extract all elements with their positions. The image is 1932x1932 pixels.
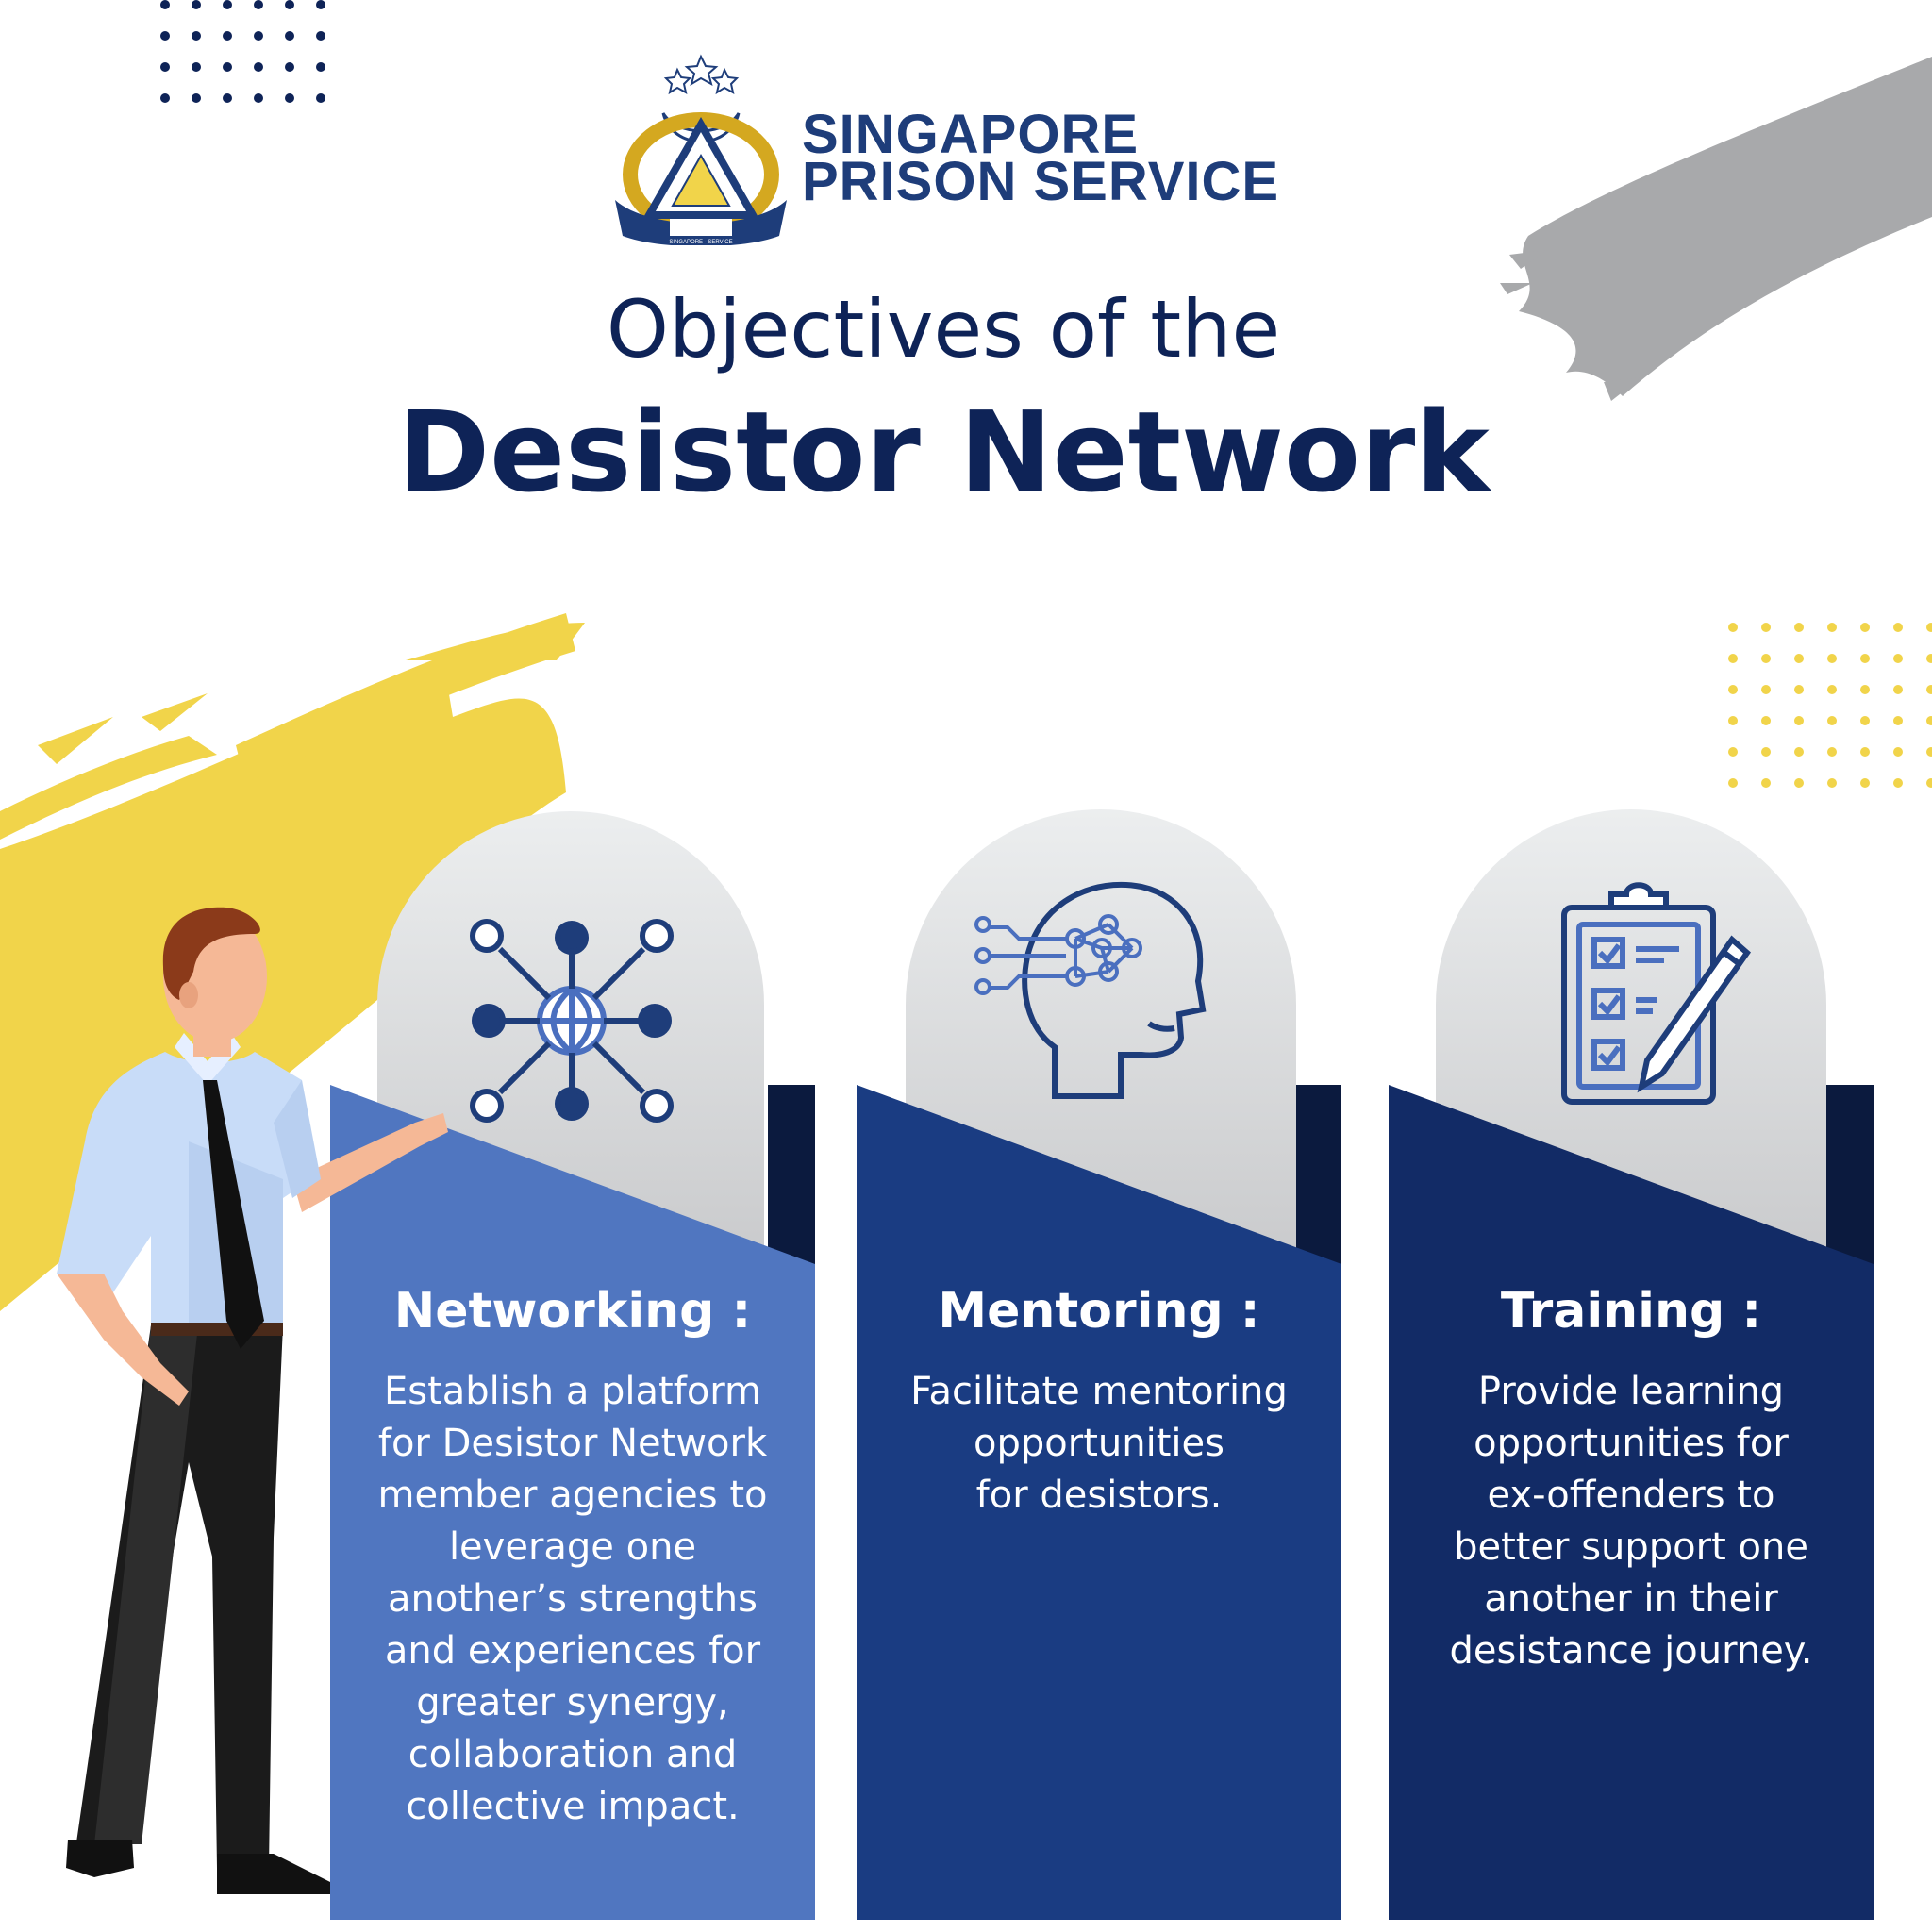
dot [223,93,232,103]
dot [1728,685,1738,694]
network-globe-icon [470,919,674,1123]
dot [316,0,325,9]
dot [1827,747,1837,757]
dot [316,62,325,72]
dot [160,93,170,103]
dot [1728,623,1738,632]
dot [1761,778,1771,788]
dot [160,62,170,72]
crest-stars-icon [663,54,740,95]
dot [254,0,263,9]
dot [223,31,232,41]
dot [1893,747,1903,757]
dot [1794,654,1804,663]
dot [1860,747,1870,757]
yellow-dot-grid [1728,623,1932,788]
dot [1794,623,1804,632]
dot [223,62,232,72]
dot [1926,654,1932,663]
dot [1761,685,1771,694]
dot [1827,685,1837,694]
mentoring-description: Facilitate mentoring opportunities for d… [910,1370,1288,1517]
dot [1893,716,1903,725]
dot [1728,716,1738,725]
dot [1761,623,1771,632]
dot [1893,685,1903,694]
mentoring-title: Mentoring : [938,1283,1260,1340]
dot [1761,716,1771,725]
networking-title: Networking : [393,1283,752,1340]
dot [1761,747,1771,757]
dot [192,62,201,72]
dot [192,0,201,9]
dot [1893,778,1903,788]
dot [1860,716,1870,725]
dot [1827,654,1837,663]
dot [1860,623,1870,632]
dot [1827,778,1837,788]
dot [254,62,263,72]
crest-logo: SINGAPORE · SERVICE [615,54,787,245]
page-title: Desistor Network [397,387,1490,517]
dot [1893,654,1903,663]
brand-line-1: SINGAPORE [802,104,1140,165]
page-subtitle: Objectives of the [606,283,1281,375]
crest-ribbon [615,200,787,245]
dot [1794,778,1804,788]
dot [160,0,170,9]
presenter-illustration [57,907,448,1894]
dot [285,93,294,103]
dot [1926,747,1932,757]
dot [285,62,294,72]
dot [254,93,263,103]
dot [1794,747,1804,757]
training-description: Provide learning opportunities for ex-of… [1449,1370,1813,1673]
brain-head-icon [974,881,1207,1099]
dot [1926,716,1932,725]
dot [316,93,325,103]
dot [1860,685,1870,694]
brand-name: SINGAPORE PRISON SERVICE [802,104,1280,212]
dot [1893,623,1903,632]
dot [1926,623,1932,632]
dot [1728,747,1738,757]
training-title: Training : [1500,1283,1762,1340]
dot [1926,685,1932,694]
dot [285,31,294,41]
dot [1827,623,1837,632]
dot [254,31,263,41]
dot [1728,778,1738,788]
dot [1926,778,1932,788]
dot [1794,716,1804,725]
crest-lettering: SINGAPORE · SERVICE [669,240,732,245]
training-card [1389,809,1874,1920]
dot [192,31,201,41]
dot [192,93,201,103]
dot [223,0,232,9]
dot [1761,654,1771,663]
brand-line-2: PRISON SERVICE [802,151,1280,212]
dot [160,31,170,41]
grey-brush-stroke [1500,57,1932,401]
mentoring-card [857,809,1341,1920]
dot [1728,654,1738,663]
dot [1794,685,1804,694]
networking-description: Establish a platform for Desistor Networ… [377,1370,768,1828]
dot [1860,654,1870,663]
dot [1860,778,1870,788]
dot [285,0,294,9]
checklist-clipboard-icon [1561,882,1752,1105]
navy-dot-grid [160,0,325,103]
dot [1827,716,1837,725]
dot [316,31,325,41]
